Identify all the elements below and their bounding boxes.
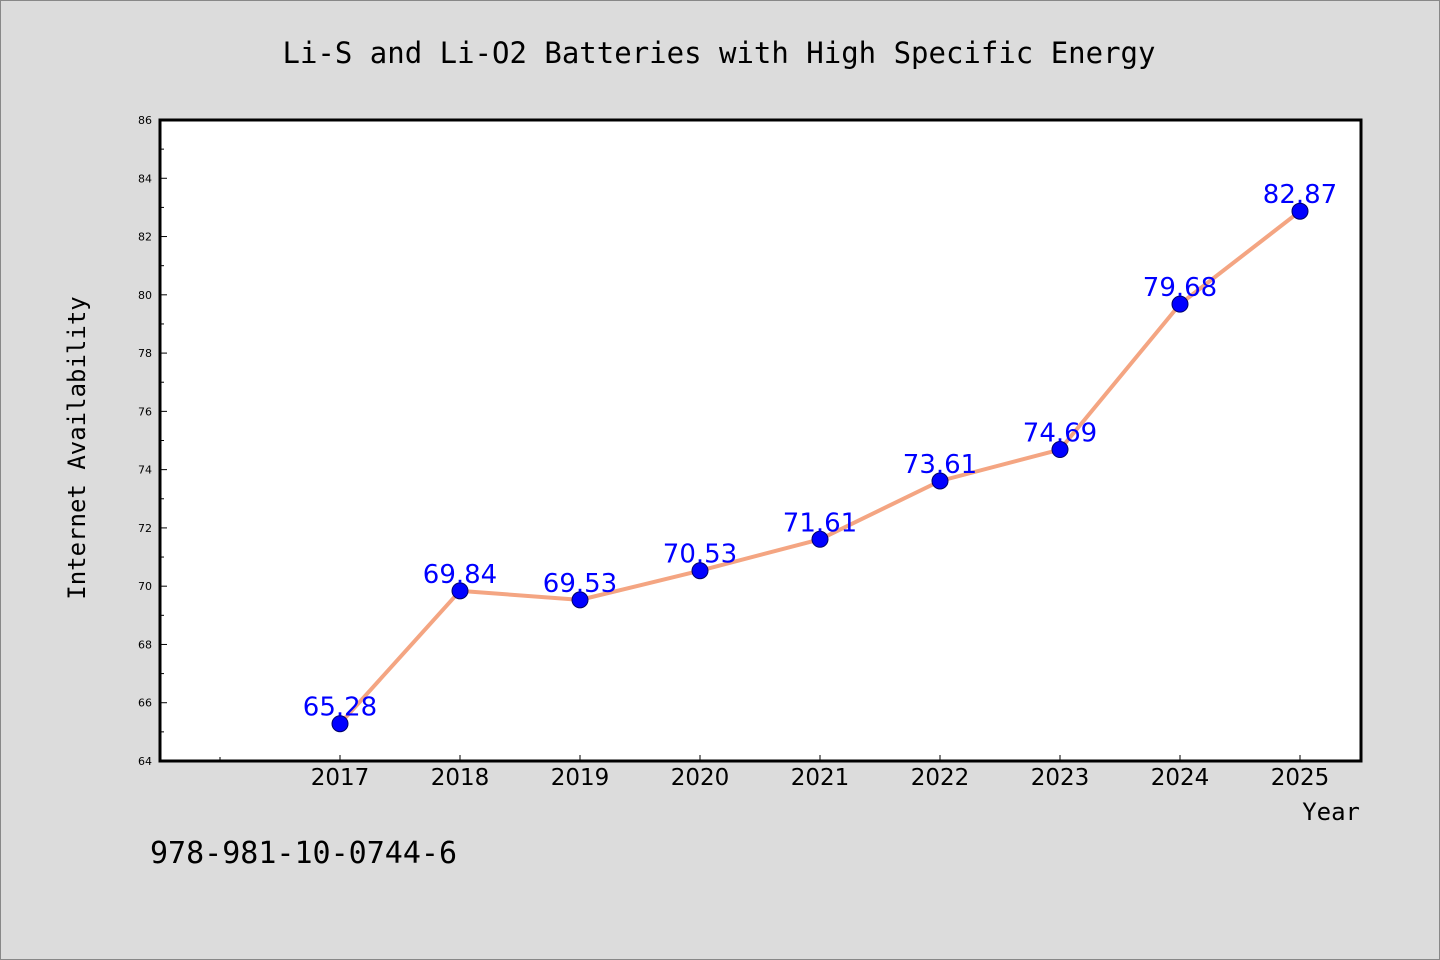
data-label: 70.53 — [663, 540, 737, 570]
data-point — [1291, 202, 1309, 220]
x-tick-label: 2024 — [1151, 765, 1210, 791]
data-point — [451, 582, 469, 600]
data-point — [931, 472, 949, 490]
x-tick-label: 2018 — [431, 765, 490, 791]
data-point — [571, 591, 589, 609]
data-label: 65.28 — [303, 693, 377, 723]
x-tick-label: 2025 — [1271, 765, 1330, 791]
y-tick-label: 64 — [138, 755, 152, 768]
y-tick-label: 70 — [138, 580, 152, 593]
y-tick-label: 82 — [138, 231, 152, 244]
y-tick-label: 72 — [138, 522, 152, 535]
data-label: 79.68 — [1143, 273, 1217, 303]
y-tick-label: 68 — [138, 638, 152, 651]
data-label: 69.84 — [423, 560, 497, 590]
y-tick-label: 76 — [138, 405, 152, 418]
y-tick-label: 74 — [138, 464, 152, 477]
data-point — [811, 530, 829, 548]
plot-frame — [158, 118, 1363, 763]
x-tick-label: 2019 — [551, 765, 610, 791]
y-tick-label: 84 — [138, 172, 152, 185]
y-tick-label: 86 — [138, 114, 152, 127]
x-axis-title: Year — [1302, 798, 1360, 826]
data-point — [331, 715, 349, 733]
chart-title: Li-S and Li-O2 Batteries with High Speci… — [283, 36, 1156, 70]
x-tick-label: 2017 — [311, 765, 370, 791]
x-tick-label: 2021 — [791, 765, 850, 791]
x-axis: 2017 2018 2019 2020 2021 2022 2023 2024 2025 — [219, 755, 1330, 791]
data-label: 82.87 — [1263, 180, 1337, 210]
y-tick-label: 80 — [138, 289, 152, 302]
data-point — [1051, 441, 1069, 459]
data-label-group: 65.28 69.84 69.53 70.53 71.61 73.61 74.69 79.68… — [303, 180, 1337, 723]
marker-group — [331, 202, 1309, 733]
y-axis-title: Internet Availability — [63, 296, 91, 599]
x-tick-label: 2020 — [671, 765, 730, 791]
data-label: 73.61 — [903, 450, 977, 480]
data-label: 69.53 — [543, 569, 617, 599]
data-label: 71.61 — [783, 508, 857, 538]
data-label: 74.69 — [1023, 419, 1097, 449]
data-point — [1171, 295, 1189, 313]
y-tick-label: 66 — [138, 697, 152, 710]
x-tick-label: 2023 — [1031, 765, 1090, 791]
footnote-isbn: 978-981-10-0744-6 — [150, 836, 458, 871]
data-point — [691, 562, 709, 580]
plot-area — [160, 120, 1361, 761]
y-tick-label: 78 — [138, 347, 152, 360]
x-tick-label: 2022 — [911, 765, 970, 791]
